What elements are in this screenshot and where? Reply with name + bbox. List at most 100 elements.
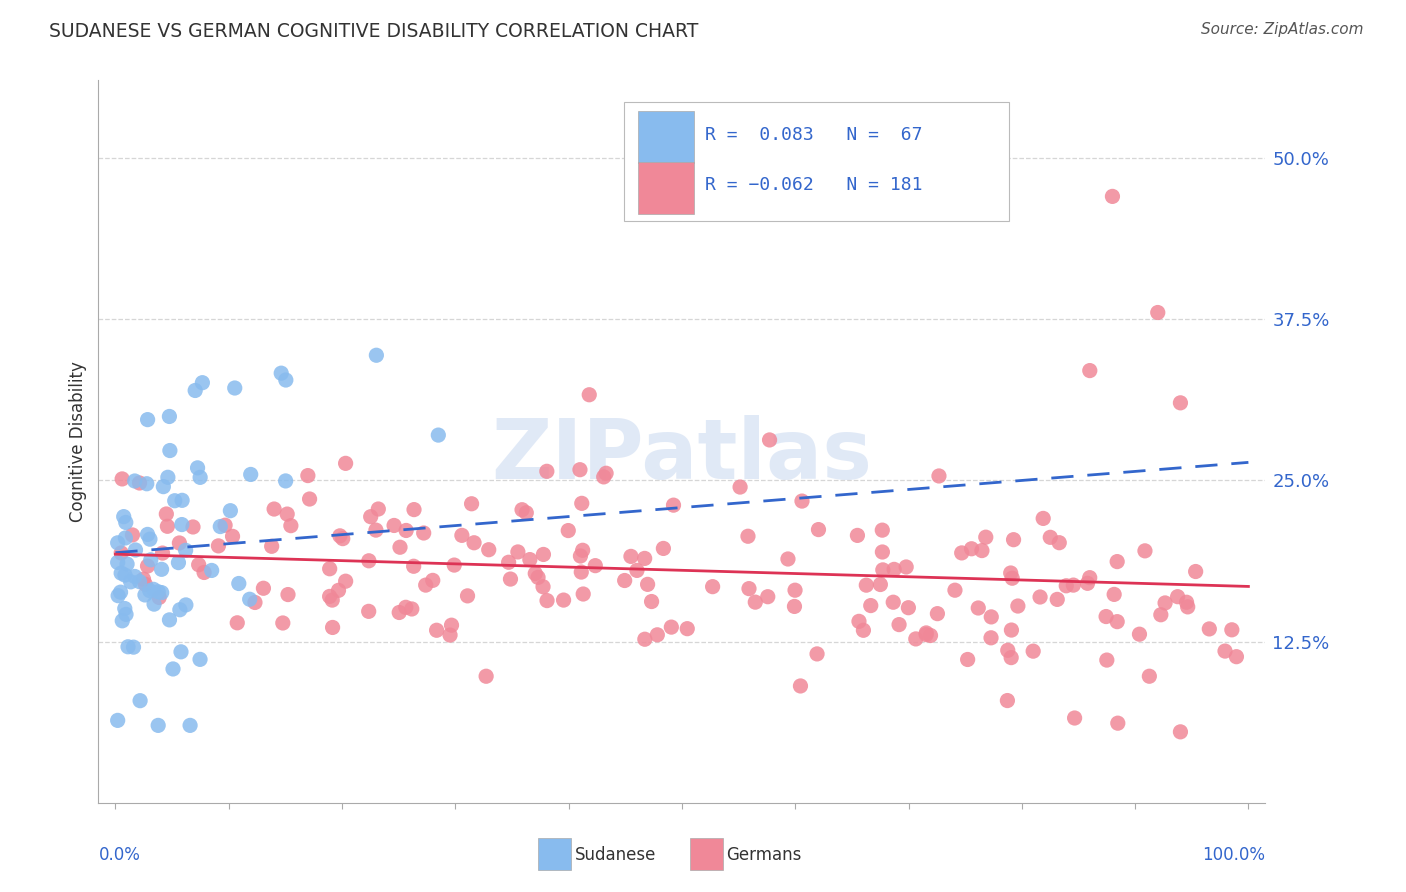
Point [883,562,905,576]
Point [174,598,197,612]
Point [1107,716,1129,731]
Point [569,549,592,563]
Point [557,524,579,538]
Point [463,535,485,549]
Point [1107,615,1129,629]
Point [1184,565,1206,579]
Point [1107,555,1129,569]
Point [475,669,498,683]
Point [169,536,191,550]
Point [1198,622,1220,636]
Point [1047,535,1070,549]
Point [239,467,262,482]
Point [207,539,229,553]
Point [1095,609,1118,624]
Point [620,549,643,564]
Point [524,566,547,581]
Point [152,546,174,560]
Point [1076,576,1098,591]
Point [583,558,606,573]
Point [239,592,262,607]
Point [960,541,983,556]
Point [758,433,780,447]
Point [181,520,204,534]
Point [1102,587,1125,601]
Point [270,366,292,380]
Point [179,718,201,732]
Point [219,504,242,518]
FancyBboxPatch shape [538,838,571,870]
Point [1137,669,1160,683]
Point [872,545,894,559]
Point [228,576,250,591]
Point [637,577,659,591]
Point [967,601,990,615]
Point [167,556,190,570]
Point [271,615,294,630]
Point [274,474,297,488]
FancyBboxPatch shape [690,838,723,870]
Point [790,494,813,508]
Point [280,518,302,533]
Point [897,600,920,615]
Point [117,640,139,654]
Point [652,541,675,556]
Point [647,628,669,642]
Point [136,412,159,426]
Point [443,558,465,572]
Point [110,546,132,560]
Point [1022,644,1045,658]
Point [124,474,146,488]
Point [568,463,591,477]
Point [142,582,165,597]
Point [162,662,184,676]
Point [1146,305,1168,319]
Point [1000,566,1022,580]
Point [896,560,918,574]
Point [415,578,437,592]
Point [110,585,132,599]
Point [943,583,966,598]
Point [152,480,174,494]
Point [184,384,207,398]
Point [322,620,344,634]
Point [640,594,662,608]
Point [367,502,389,516]
Point [395,524,418,538]
Point [321,593,343,607]
Point [460,497,482,511]
Point [360,509,382,524]
Point [134,588,156,602]
Point [107,556,129,570]
Point [139,553,162,567]
Text: Germans: Germans [727,846,801,863]
Point [626,563,648,577]
Point [318,562,340,576]
Text: R = −0.062   N = 181: R = −0.062 N = 181 [706,177,922,194]
Point [676,622,699,636]
Point [756,590,779,604]
Point [457,589,479,603]
Point [159,613,181,627]
Point [510,502,533,516]
Point [882,595,904,609]
Point [136,559,159,574]
Point [174,543,197,558]
Point [276,507,298,521]
Point [440,618,463,632]
Point [335,574,357,589]
Point [107,714,129,728]
Point [209,519,232,533]
Point [366,348,388,362]
Point [263,502,285,516]
Point [188,470,211,484]
Point [187,558,209,572]
Point [1101,189,1123,203]
Point [172,493,194,508]
Point [132,572,155,586]
Point [1213,644,1236,658]
Point [277,588,299,602]
Point [1177,599,1199,614]
FancyBboxPatch shape [637,112,693,163]
Point [124,543,146,558]
